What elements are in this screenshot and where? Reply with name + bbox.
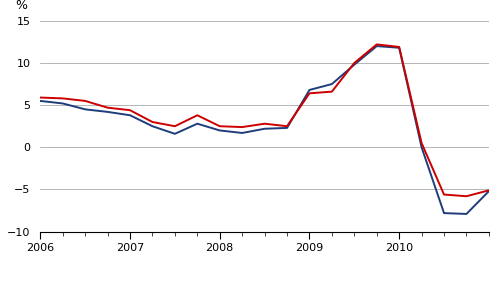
Hoito- ja kunnossapitokoneet — [329, 90, 335, 94]
Hoito- ja kunnossapitokoneet — [306, 91, 312, 95]
Maarakennuskoneet — [149, 124, 155, 128]
Hoito- ja kunnossapitokoneet — [59, 97, 66, 100]
Maarakennuskoneet — [486, 189, 492, 193]
Maarakennuskoneet — [306, 88, 312, 92]
Maarakennuskoneet — [127, 113, 133, 117]
Line: Hoito- ja kunnossapitokoneet: Hoito- ja kunnossapitokoneet — [40, 45, 504, 196]
Maarakennuskoneet — [329, 82, 335, 86]
Hoito- ja kunnossapitokoneet — [418, 141, 424, 145]
Hoito- ja kunnossapitokoneet — [104, 106, 110, 110]
Maarakennuskoneet — [194, 122, 200, 125]
Hoito- ja kunnossapitokoneet — [262, 122, 268, 125]
Hoito- ja kunnossapitokoneet — [486, 189, 492, 192]
Maarakennuskoneet — [351, 63, 357, 67]
Maarakennuskoneet — [217, 129, 223, 132]
Hoito- ja kunnossapitokoneet — [217, 124, 223, 128]
Hoito- ja kunnossapitokoneet — [463, 195, 469, 198]
Maarakennuskoneet — [82, 108, 88, 111]
Hoito- ja kunnossapitokoneet — [82, 99, 88, 103]
Hoito- ja kunnossapitokoneet — [239, 125, 245, 129]
Maarakennuskoneet — [172, 132, 178, 136]
Hoito- ja kunnossapitokoneet — [284, 124, 290, 128]
Hoito- ja kunnossapitokoneet — [149, 120, 155, 124]
Line: Maarakennuskoneet: Maarakennuskoneet — [40, 46, 504, 214]
Maarakennuskoneet — [284, 126, 290, 130]
Hoito- ja kunnossapitokoneet — [194, 113, 200, 117]
Maarakennuskoneet — [239, 131, 245, 135]
Maarakennuskoneet — [418, 146, 424, 149]
Hoito- ja kunnossapitokoneet — [172, 124, 178, 128]
Maarakennuskoneet — [59, 102, 66, 105]
Maarakennuskoneet — [441, 211, 447, 215]
Text: %: % — [16, 0, 28, 12]
Maarakennuskoneet — [463, 212, 469, 216]
Maarakennuskoneet — [262, 127, 268, 131]
Maarakennuskoneet — [37, 99, 43, 103]
Maarakennuskoneet — [104, 110, 110, 114]
Hoito- ja kunnossapitokoneet — [37, 96, 43, 99]
Hoito- ja kunnossapitokoneet — [351, 61, 357, 65]
Hoito- ja kunnossapitokoneet — [396, 45, 402, 49]
Maarakennuskoneet — [373, 44, 380, 48]
Hoito- ja kunnossapitokoneet — [127, 108, 133, 112]
Maarakennuskoneet — [396, 46, 402, 50]
Hoito- ja kunnossapitokoneet — [441, 193, 447, 196]
Hoito- ja kunnossapitokoneet — [373, 43, 380, 46]
